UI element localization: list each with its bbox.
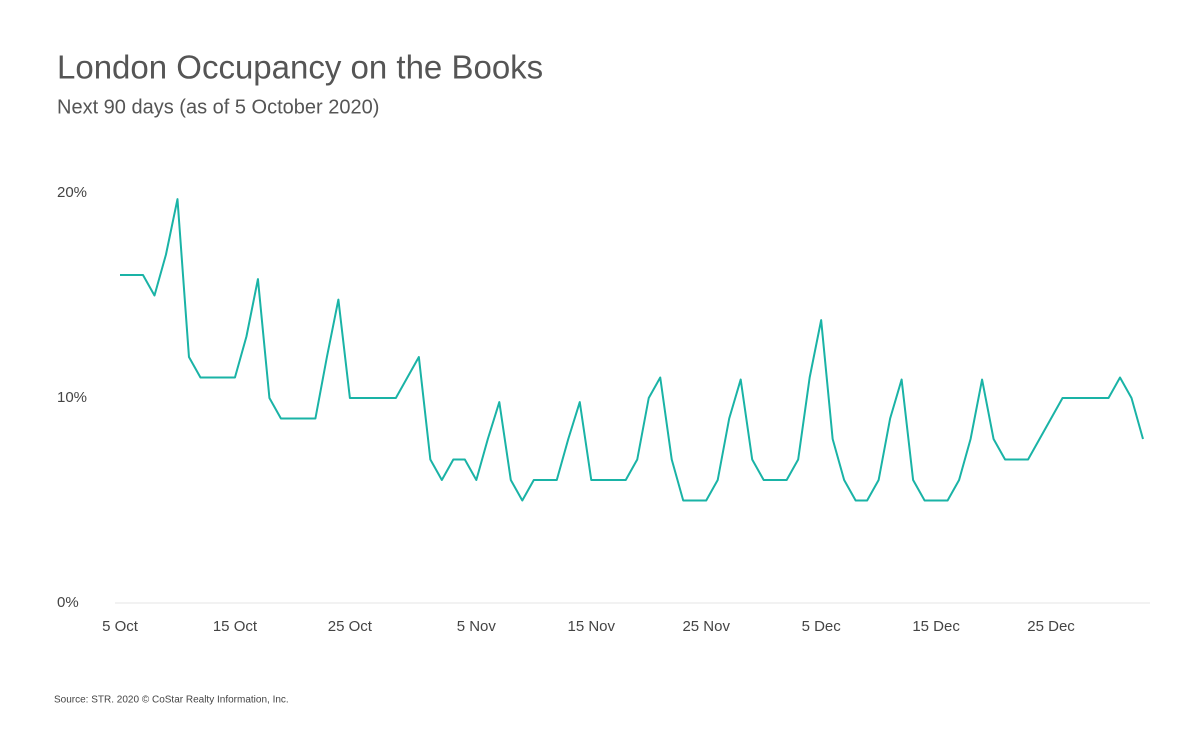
- data-line: [120, 198, 1144, 502]
- x-tick-label: 5 Dec: [802, 618, 842, 635]
- x-tick-label: 25 Nov: [682, 618, 730, 635]
- chart-title: London Occupancy on the Books: [57, 49, 543, 86]
- x-tick-label: 15 Dec: [912, 618, 960, 635]
- y-tick-label: 0%: [57, 594, 79, 611]
- source-note: Source: STR. 2020 © CoStar Realty Inform…: [54, 695, 289, 706]
- x-tick-label: 5 Nov: [457, 618, 497, 635]
- x-tick-label: 15 Nov: [568, 618, 616, 635]
- x-tick-label: 15 Oct: [213, 618, 258, 635]
- x-tick-label: 5 Oct: [102, 618, 139, 635]
- chart-subtitle: Next 90 days (as of 5 October 2020): [57, 96, 379, 118]
- y-tick-label: 20%: [57, 184, 87, 201]
- x-tick-label: 25 Oct: [328, 618, 373, 635]
- x-tick-label: 25 Dec: [1027, 618, 1075, 635]
- y-tick-label: 10%: [57, 389, 87, 406]
